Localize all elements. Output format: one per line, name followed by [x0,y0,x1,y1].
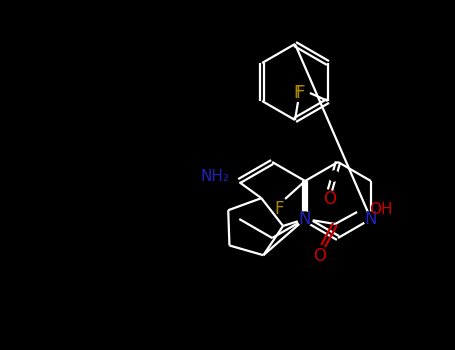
Text: F: F [274,200,284,218]
Circle shape [364,212,378,226]
Text: OH: OH [369,203,393,217]
Text: O: O [324,190,337,208]
Text: NH₂: NH₂ [200,169,229,184]
Circle shape [329,171,339,181]
Text: N: N [364,210,377,228]
Text: N: N [299,210,311,228]
Circle shape [298,212,312,226]
Text: F: F [295,84,305,102]
Text: F: F [293,84,303,102]
Text: O: O [313,247,327,265]
